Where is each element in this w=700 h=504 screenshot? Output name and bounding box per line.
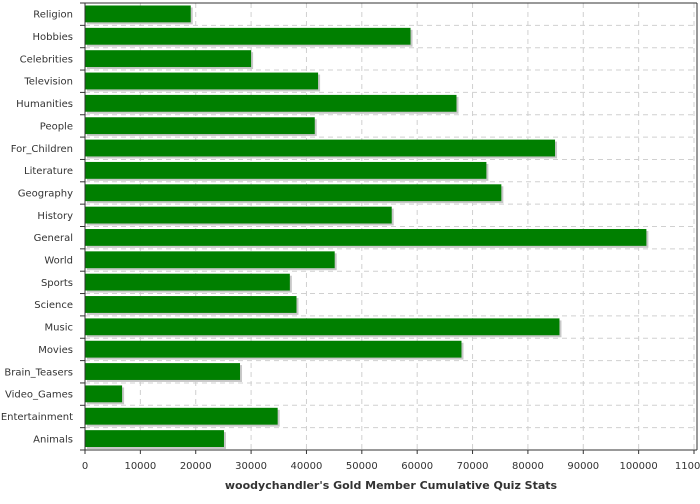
y-tick-label: Movies	[38, 345, 73, 356]
y-tick-label: Video_Games	[5, 390, 73, 401]
bar-literature	[85, 161, 487, 179]
x-axis-label: woodychandler's Gold Member Cumulative Q…	[225, 479, 558, 492]
x-tick-label: 10000	[124, 461, 156, 472]
y-tick-labels: Religion Hobbies Celebrities Television Huma…	[1, 10, 73, 446]
y-tick-label: Religion	[33, 10, 73, 21]
y-tick-label: Television	[23, 77, 73, 88]
axes	[80, 2, 698, 454]
x-tick-label: 60000	[401, 461, 433, 472]
x-tick-label: 40000	[291, 461, 323, 472]
bar-science	[85, 296, 297, 313]
x-tick-label: 50000	[346, 461, 378, 472]
bar-geography	[85, 184, 502, 202]
y-tick-label: Geography	[18, 188, 73, 199]
bar-animals	[85, 430, 224, 447]
grid	[85, 3, 697, 450]
bar-history	[85, 206, 392, 224]
y-tick-label: Sports	[41, 278, 73, 289]
bar-hobbies	[85, 27, 411, 45]
y-tick-label: Music	[45, 323, 73, 334]
x-tick-label: 30000	[235, 461, 267, 472]
x-tick-label: 90000	[567, 461, 599, 472]
x-tick-labels: 0 10000 20000 30000 40000 50000 60000 70000 8000…	[82, 461, 700, 472]
x-tick-label: 70000	[457, 461, 489, 472]
bar-music	[85, 318, 560, 336]
bar-video_games	[85, 385, 123, 403]
y-tick-label: History	[37, 211, 73, 222]
y-tick-label: Science	[34, 300, 73, 311]
y-tick-label: General	[34, 233, 73, 244]
x-tick-label: 100000	[620, 461, 658, 472]
y-tick-label: Humanities	[16, 99, 73, 110]
bar-world	[85, 251, 335, 269]
bar-religion	[85, 5, 191, 23]
bar-sports	[85, 273, 290, 291]
bar-for_children	[85, 139, 556, 157]
y-tick-label: People	[40, 121, 73, 132]
x-tick-label: 0	[82, 461, 88, 472]
bar-people	[85, 117, 315, 135]
bar-celebrities	[85, 50, 252, 68]
y-tick-label: World	[44, 256, 73, 267]
y-tick-label: Entertainment	[1, 412, 73, 423]
bar-humanities	[85, 94, 457, 112]
x-tick-label: 110000	[675, 461, 700, 472]
y-tick-label: Brain_Teasers	[4, 367, 73, 378]
bar-brain_teasers	[85, 363, 241, 380]
x-tick-label: 20000	[180, 461, 212, 472]
y-tick-label: Literature	[24, 166, 73, 177]
y-tick-label: Hobbies	[33, 32, 73, 43]
bar-movies	[85, 340, 462, 358]
bar-television	[85, 72, 319, 90]
bars	[85, 5, 649, 449]
x-tick-label: 80000	[512, 461, 544, 472]
y-tick-label: For_Children	[11, 144, 73, 155]
bar-entertainment	[85, 407, 278, 425]
bar-general	[85, 229, 647, 246]
y-tick-label: Celebrities	[20, 54, 73, 65]
y-tick-label: Animals	[33, 434, 73, 445]
